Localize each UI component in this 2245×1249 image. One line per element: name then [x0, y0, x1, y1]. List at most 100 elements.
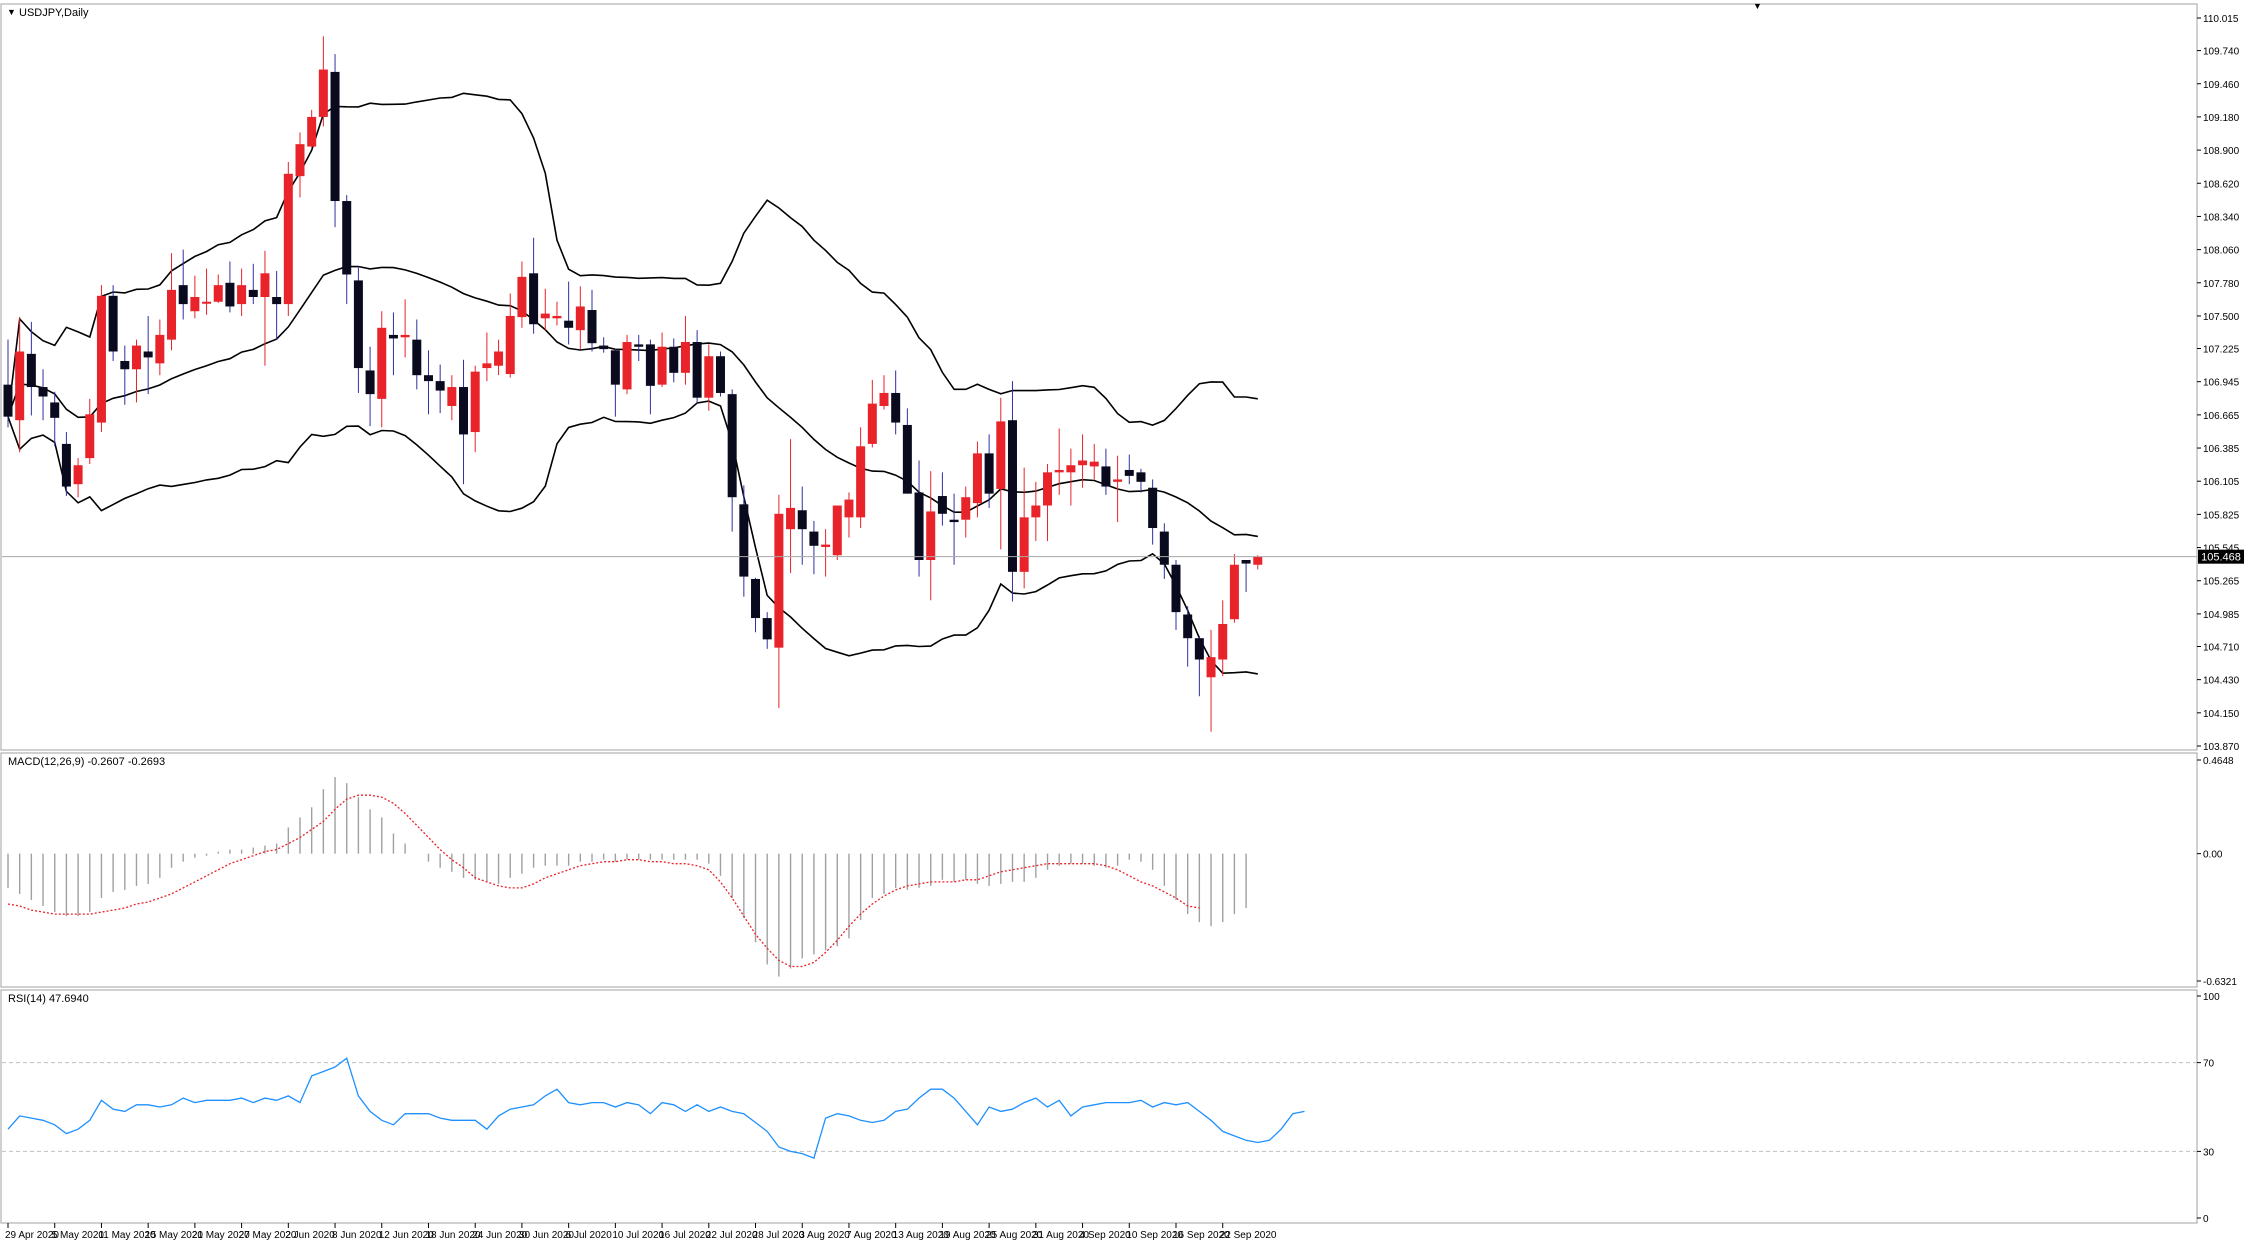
- candle-body: [1206, 657, 1216, 678]
- macd-pane-frame: [0, 752, 2198, 988]
- scroll-marker-icon[interactable]: ▼: [1753, 1, 1762, 11]
- candle-body: [739, 504, 749, 577]
- candle-body: [435, 381, 445, 391]
- candle-body: [505, 315, 515, 375]
- price-tick-label: 108.060: [2203, 246, 2240, 257]
- candle-body: [727, 394, 737, 498]
- candle-body: [1054, 469, 1064, 473]
- candle-body: [762, 618, 772, 640]
- main-dropdown-icon[interactable]: ▼: [7, 7, 16, 17]
- price-tick-label: 103.870: [2203, 742, 2240, 753]
- candle-body: [856, 446, 866, 518]
- candle-body: [190, 296, 200, 312]
- x-tick-label: 24 Jun 2020: [472, 1230, 527, 1241]
- x-tick-label: 11 May 2020: [98, 1230, 156, 1241]
- candle-body: [972, 453, 982, 504]
- candle-body: [61, 443, 71, 487]
- x-tick-label: 15 May 2020: [145, 1230, 203, 1241]
- price-tick-label: 109.460: [2203, 80, 2240, 91]
- candle-body: [704, 356, 714, 398]
- candle-body: [821, 544, 831, 547]
- price-tick-label: 110.015: [2203, 14, 2239, 25]
- candle-body: [143, 351, 153, 358]
- x-tick-label: 29 Apr 2020: [5, 1230, 59, 1241]
- x-tick-label: 13 Aug 2020: [893, 1230, 950, 1241]
- macd-tick-label: -0.6321: [2203, 977, 2237, 988]
- price-tick-label: 106.945: [2203, 378, 2240, 389]
- bollinger-lower-line: [7, 400, 1258, 675]
- candle-body: [1019, 517, 1029, 572]
- candle-body: [786, 507, 796, 530]
- candle-body: [692, 342, 702, 398]
- candle-body: [412, 339, 422, 376]
- candle-body: [377, 327, 387, 399]
- candle-body: [657, 346, 667, 385]
- candle-body: [447, 387, 457, 406]
- candle-body: [330, 71, 340, 202]
- price-tick-label: 104.150: [2203, 709, 2240, 720]
- macd-pane-title: MACD(12,26,9) -0.2607 -0.2693: [8, 756, 165, 768]
- candle-body: [610, 350, 620, 385]
- candle-body: [669, 346, 679, 373]
- candle-body: [844, 499, 854, 518]
- candle-body: [1241, 560, 1251, 564]
- current-price-label: 105.468: [2201, 552, 2241, 564]
- candle-body: [809, 531, 819, 546]
- candle-body: [353, 280, 363, 369]
- candle-body: [470, 371, 480, 433]
- candle-body: [1031, 505, 1041, 518]
- candle-body: [38, 387, 48, 397]
- candle-body: [751, 578, 761, 619]
- x-tick-label: 31 Aug 2020: [1033, 1230, 1090, 1241]
- x-tick-label: 4 Sep 2020: [1080, 1230, 1132, 1241]
- candle-body: [797, 510, 807, 530]
- candles: [3, 36, 1263, 732]
- x-tick-label: 12 Jun 2020: [379, 1230, 434, 1241]
- price-tick-label: 105.265: [2203, 577, 2240, 588]
- candle-body: [1171, 564, 1181, 613]
- macd-tick-label: 0.4648: [2203, 756, 2234, 767]
- x-tick-label: 16 Jul 2020: [659, 1230, 711, 1241]
- price-tick-label: 104.430: [2203, 676, 2240, 687]
- candle-body: [984, 453, 994, 494]
- candle-body: [1253, 556, 1263, 565]
- price-tick-label: 108.900: [2203, 146, 2240, 157]
- candle-body: [85, 414, 95, 459]
- candle-body: [1218, 623, 1228, 660]
- candle-body: [96, 295, 106, 423]
- price-tick-label: 108.340: [2203, 212, 2240, 223]
- candle-body: [167, 289, 177, 340]
- candle-body: [26, 353, 36, 388]
- candle-body: [599, 345, 609, 350]
- x-tick-label: 18 Jun 2020: [425, 1230, 480, 1241]
- candle-body: [552, 315, 562, 319]
- price-tick-label: 109.740: [2203, 47, 2240, 58]
- main-pane-frame: [0, 3, 2198, 751]
- candle-body: [178, 285, 188, 305]
- candle-body: [1101, 466, 1111, 487]
- candle-body: [949, 519, 959, 523]
- x-tick-label: 22 Sep 2020: [1220, 1230, 1277, 1241]
- x-tick-label: 8 Jun 2020: [332, 1230, 382, 1241]
- rsi-tick-label: 100: [2203, 992, 2220, 1003]
- rsi-pane-title: RSI(14) 47.6940: [8, 993, 89, 1005]
- x-tick-label: 2 Jun 2020: [285, 1230, 335, 1241]
- candle-body: [1183, 614, 1193, 639]
- candle-body: [1007, 420, 1017, 572]
- candle-body: [1136, 472, 1146, 482]
- candle-body: [73, 465, 83, 485]
- price-tick-label: 106.665: [2203, 411, 2240, 422]
- candle-body: [1089, 461, 1099, 467]
- candle-body: [715, 356, 725, 393]
- candle-body: [774, 513, 784, 648]
- candle-body: [202, 301, 212, 304]
- macd-plot: [7, 777, 1247, 977]
- candle-body: [1043, 472, 1053, 506]
- rsi-line: [7, 1057, 1305, 1159]
- candle-body: [645, 344, 655, 386]
- x-tick-label: 25 Aug 2020: [986, 1230, 1043, 1241]
- candle-body: [879, 392, 889, 406]
- price-tick-label: 104.710: [2203, 642, 2240, 653]
